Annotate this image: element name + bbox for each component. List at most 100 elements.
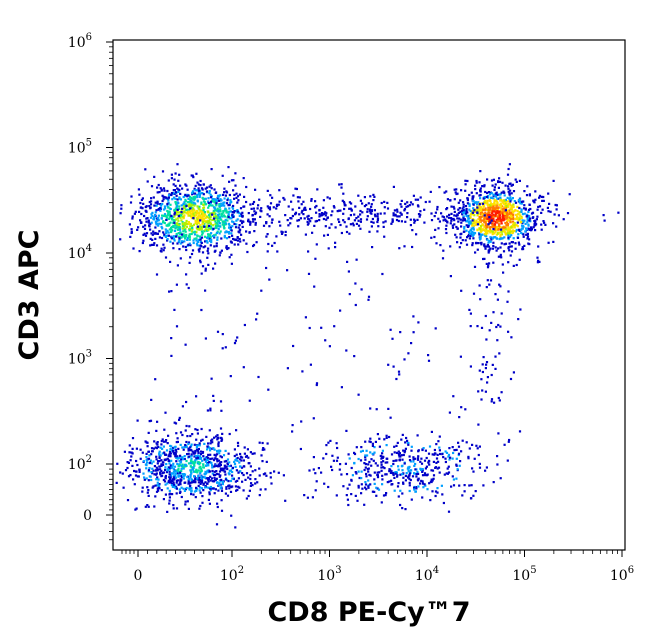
event-dot xyxy=(169,476,172,479)
event-dot xyxy=(193,237,196,240)
event-dot xyxy=(518,216,521,219)
event-dot xyxy=(227,213,230,216)
event-dot xyxy=(471,211,475,214)
event-dot xyxy=(195,486,198,489)
event-dot xyxy=(222,225,225,228)
event-dot xyxy=(494,192,497,195)
event-dot xyxy=(190,201,193,204)
event-dot xyxy=(206,448,209,451)
event-dot xyxy=(213,219,216,222)
event-dot xyxy=(233,210,236,213)
event-dot xyxy=(234,339,237,342)
event-dot xyxy=(150,213,153,216)
event-dot xyxy=(140,212,143,216)
event-dot xyxy=(291,214,294,218)
event-dot xyxy=(273,470,276,473)
event-dot xyxy=(500,191,503,194)
event-dot xyxy=(181,215,184,218)
event-dot xyxy=(524,222,527,225)
event-dot xyxy=(261,460,264,463)
event-dot xyxy=(395,459,398,462)
event-dot xyxy=(151,467,154,470)
event-dot xyxy=(416,470,419,474)
event-dot xyxy=(208,461,211,464)
event-dot xyxy=(156,476,159,479)
event-dot xyxy=(181,463,184,466)
event-dot xyxy=(242,239,245,242)
event-dot xyxy=(517,219,520,222)
event-dot xyxy=(177,190,180,193)
event-dot xyxy=(178,488,181,491)
event-dot xyxy=(186,238,189,241)
event-dot xyxy=(475,203,479,206)
event-dot xyxy=(208,447,211,450)
event-dot xyxy=(290,200,293,203)
event-dot xyxy=(536,256,539,259)
event-dot xyxy=(183,446,186,449)
event-dot xyxy=(215,222,218,225)
event-dot xyxy=(512,220,515,223)
event-dot xyxy=(176,469,179,472)
event-dot xyxy=(213,448,216,451)
event-dot xyxy=(494,208,497,211)
event-dot xyxy=(511,229,514,232)
event-dot xyxy=(434,466,437,469)
event-dot xyxy=(213,207,217,210)
event-dot xyxy=(371,452,374,455)
event-dot xyxy=(359,227,362,230)
event-dot xyxy=(189,484,192,487)
event-dot xyxy=(532,199,535,202)
event-dot xyxy=(438,471,441,474)
event-dot xyxy=(228,210,231,213)
event-dot xyxy=(132,247,135,250)
event-dot xyxy=(214,226,217,230)
event-dot xyxy=(486,191,489,195)
event-dot xyxy=(177,475,180,478)
event-dot xyxy=(408,489,411,493)
event-dot xyxy=(321,213,324,216)
event-dot xyxy=(537,205,540,208)
event-dot xyxy=(208,185,211,188)
event-dot xyxy=(484,190,487,194)
event-dot xyxy=(199,219,202,222)
event-dot xyxy=(122,486,125,489)
event-dot xyxy=(354,282,357,285)
event-dot xyxy=(207,247,210,250)
event-dot xyxy=(405,205,408,208)
event-dot xyxy=(354,494,357,497)
event-dot xyxy=(160,222,163,225)
event-dot xyxy=(149,206,152,209)
event-dot xyxy=(359,209,362,213)
event-dot xyxy=(482,219,485,222)
event-dot xyxy=(294,187,297,190)
event-dot xyxy=(298,206,301,209)
event-dot xyxy=(386,201,389,204)
event-dot xyxy=(527,208,531,211)
event-dot xyxy=(202,209,205,212)
event-dot xyxy=(160,188,163,191)
event-dot xyxy=(476,248,479,251)
event-dot xyxy=(205,221,208,224)
event-dot xyxy=(276,250,279,253)
event-dot xyxy=(428,463,431,466)
x-tick-label-exponent: 6 xyxy=(628,565,634,576)
event-dot xyxy=(215,464,218,468)
event-dot xyxy=(223,220,226,223)
event-dot xyxy=(197,193,200,196)
event-dot xyxy=(381,272,384,276)
event-dot xyxy=(167,206,170,209)
event-dot xyxy=(452,205,455,208)
event-dot xyxy=(271,196,274,199)
event-dot xyxy=(488,329,491,332)
event-dot xyxy=(258,467,261,470)
event-dot xyxy=(199,482,202,485)
event-dot xyxy=(547,192,550,195)
event-dot xyxy=(178,239,181,242)
event-dot xyxy=(477,390,480,393)
event-dot xyxy=(278,220,281,223)
event-dot xyxy=(192,196,195,199)
event-dot xyxy=(497,193,500,196)
event-dot xyxy=(208,493,211,496)
event-dot xyxy=(254,188,257,191)
event-dot xyxy=(193,209,196,212)
